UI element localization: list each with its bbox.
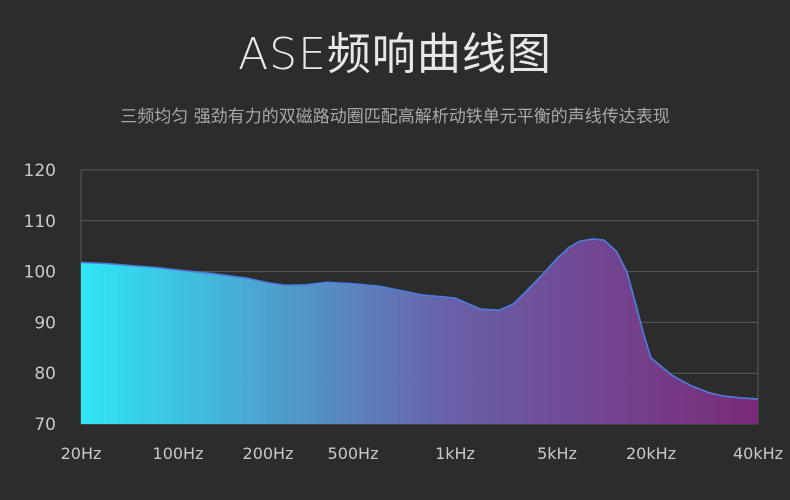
x-tick-label-0: 20Hz [61, 444, 102, 463]
x-tick-label-3: 500Hz [328, 444, 379, 463]
page-title: ASE频响曲线图 [238, 29, 552, 80]
x-tick-label-5: 5kHz [537, 444, 577, 463]
y-tick-label-100: 100 [24, 263, 56, 283]
frequency-response-line [80, 238, 759, 400]
page-subtitle: 三频均匀 强劲有力的双磁路动圈匹配高解析动铁单元平衡的声线传达表现 [120, 107, 670, 127]
x-tick-label-4: 1kHz [435, 444, 475, 463]
y-tick-label-110: 110 [24, 212, 56, 232]
x-tick-label-7: 40kHz [733, 444, 783, 463]
x-tick-label-2: 200Hz [243, 444, 294, 463]
y-tick-label-80: 80 [34, 364, 56, 384]
y-tick-label-90: 90 [34, 313, 56, 333]
x-tick-label-6: 20kHz [626, 444, 676, 463]
y-tick-label-120: 120 [24, 161, 56, 181]
frequency-response-area [81, 239, 758, 424]
x-tick-label-1: 100Hz [153, 444, 204, 463]
y-tick-label-70: 70 [34, 415, 56, 435]
